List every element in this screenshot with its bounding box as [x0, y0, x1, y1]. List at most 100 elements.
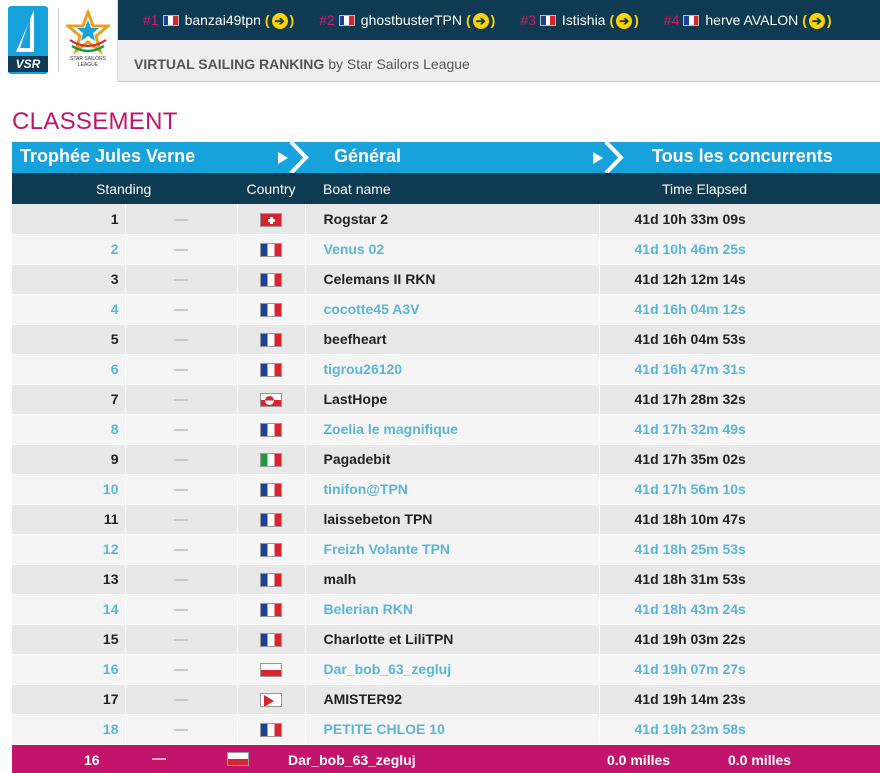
logo-divider [58, 8, 59, 72]
column-header-country[interactable]: Country [237, 173, 305, 204]
column-header-boat[interactable]: Boat name [305, 173, 599, 204]
boat-name-cell[interactable]: Freizh Volante TPN [305, 534, 600, 565]
time-elapsed-cell: 41d 18h 31m 53s [599, 564, 880, 595]
rank-cell: 6 [12, 354, 126, 385]
table-row[interactable]: 16 Dar_bob_63_zegluj 41d 19h 07m 27s [12, 654, 880, 685]
table-row[interactable]: 6 tigrou26120 41d 16h 47m 31s [12, 354, 880, 385]
country-flag-icon [162, 14, 179, 26]
breadcrumb-category-label: Général [334, 146, 402, 166]
arrow-button[interactable]: (➔) [802, 11, 832, 29]
trend-icon [174, 279, 188, 282]
table-row[interactable]: 2 Venus 02 41d 10h 46m 25s [12, 234, 880, 265]
boat-name-cell[interactable]: tigrou26120 [305, 354, 600, 385]
top-ranking-name[interactable]: ghostbusterTPN [360, 12, 462, 28]
my-boat-name[interactable]: Dar_bob_63_zegluj [288, 752, 416, 768]
boat-name-cell[interactable]: PETITE CHLOE 10 [305, 714, 600, 745]
trend-icon [174, 639, 188, 642]
table-row[interactable]: 8 Zoelia le magnifique 41d 17h 32m 49s [12, 414, 880, 445]
top-ranking-entry[interactable]: #4 herve AVALON(➔) [639, 12, 832, 29]
boat-name-cell[interactable]: LastHope [305, 384, 600, 415]
country-cell [237, 324, 306, 355]
boat-name-cell[interactable]: AMISTER92 [305, 684, 600, 715]
top-ranking-entry[interactable]: #2 ghostbusterTPN(➔) [294, 12, 495, 29]
table-row[interactable]: 4 cocotte45 A3V 41d 16h 04m 12s [12, 294, 880, 325]
boat-name-cell[interactable]: tinifon@TPN [305, 474, 600, 505]
table-row[interactable]: 11 laissebeton TPN 41d 18h 10m 47s [12, 504, 880, 535]
top-ranking-name[interactable]: Istishia [561, 12, 606, 28]
my-boat-distance-2: 0.0 milles [728, 752, 792, 768]
country-flag-icon [683, 14, 700, 26]
boat-name-cell[interactable]: Belerian RKN [305, 594, 600, 625]
country-flag-icon [260, 603, 282, 618]
boat-name-cell[interactable]: beefheart [305, 324, 600, 355]
arrow-button[interactable]: (➔) [465, 11, 496, 29]
trend-cell [125, 624, 238, 655]
trend-cell [125, 414, 238, 445]
boat-name-cell[interactable]: Pagadebit [305, 444, 600, 475]
country-cell [237, 714, 306, 745]
country-flag-icon [260, 333, 282, 348]
play-icon[interactable] [278, 152, 288, 164]
country-flag-icon [260, 453, 282, 468]
table-row[interactable]: 17 AMISTER92 41d 19h 14m 23s [12, 684, 880, 715]
table-row[interactable]: 7 LastHope 41d 17h 28m 32s [12, 384, 880, 415]
boat-name-cell[interactable]: Venus 02 [305, 234, 600, 265]
trend-cell [125, 324, 238, 355]
time-elapsed-cell: 41d 12h 12m 14s [599, 264, 880, 295]
column-header-standing[interactable]: Standing [12, 173, 237, 204]
breadcrumb-filter[interactable]: Tous les concurrents [617, 142, 880, 173]
arrow-button[interactable]: (➔) [609, 11, 639, 29]
table-row[interactable]: 18 PETITE CHLOE 10 41d 19h 23m 58s [12, 714, 880, 745]
ranking-body: 1 Rogstar 2 41d 10h 33m 09s 2 Venus 02 41d 10… [12, 204, 880, 745]
rank-cell: 5 [12, 324, 126, 355]
rank-cell: 2 [12, 234, 126, 265]
top-ranking-entry[interactable]: #3 Istishia(➔) [495, 12, 639, 29]
top-ranking-name[interactable]: banzai49tpn [184, 12, 261, 28]
table-row[interactable]: 3 Celemans II RKN 41d 12h 12m 14s [12, 264, 880, 295]
table-row[interactable]: 15 Charlotte et LiliTPN 41d 19h 03m 22s [12, 624, 880, 655]
boat-name-cell[interactable]: Zoelia le magnifique [305, 414, 600, 445]
boat-name-cell[interactable]: cocotte45 A3V [305, 294, 600, 325]
play-icon[interactable] [593, 152, 603, 164]
table-row[interactable]: 12 Freizh Volante TPN 41d 18h 25m 53s [12, 534, 880, 565]
breadcrumb-race[interactable]: Trophée Jules Verne [12, 142, 309, 173]
table-row[interactable]: 1 Rogstar 2 41d 10h 33m 09s [12, 204, 880, 235]
trend-icon [174, 729, 188, 732]
trend-icon [174, 369, 188, 372]
trend-icon [152, 758, 166, 760]
boat-name-cell[interactable]: Celemans II RKN [305, 264, 600, 295]
boat-name-cell[interactable]: Dar_bob_63_zegluj [305, 654, 600, 685]
table-row[interactable]: 10 tinifon@TPN 41d 17h 56m 10s [12, 474, 880, 505]
country-cell [237, 294, 306, 325]
breadcrumb-category[interactable]: Général [302, 142, 624, 173]
country-flag-icon [260, 243, 282, 258]
time-elapsed-cell: 41d 19h 14m 23s [599, 684, 880, 715]
table-row[interactable]: 5 beefheart 41d 16h 04m 53s [12, 324, 880, 355]
trend-cell [125, 474, 238, 505]
time-elapsed-cell: 41d 16h 04m 53s [599, 324, 880, 355]
time-elapsed-cell: 41d 10h 33m 09s [599, 204, 880, 235]
my-boat-row[interactable]: 16 Dar_bob_63_zegluj 0.0 milles 0.0 mill… [12, 745, 880, 773]
boat-name-cell[interactable]: laissebeton TPN [305, 504, 600, 535]
table-row[interactable]: 14 Belerian RKN 41d 18h 43m 24s [12, 594, 880, 625]
rank-cell: 15 [12, 624, 126, 655]
top-ranking-name[interactable]: herve AVALON [705, 12, 799, 28]
breadcrumb: Trophée Jules Verne Général Tous les con… [12, 142, 880, 173]
trend-icon [174, 489, 188, 492]
chevron-right-icon [289, 142, 309, 173]
table-row[interactable]: 9 Pagadebit 41d 17h 35m 02s [12, 444, 880, 475]
time-elapsed-cell: 41d 17h 35m 02s [599, 444, 880, 475]
column-header-time[interactable]: Time Elapsed [599, 173, 880, 204]
trend-cell [125, 594, 238, 625]
boat-name-cell[interactable]: Charlotte et LiliTPN [305, 624, 600, 655]
ssl-logo[interactable]: STAR SAILORS LEAGUE [63, 7, 113, 70]
star-icon [63, 7, 113, 55]
arrow-button[interactable]: (➔) [264, 11, 295, 29]
vsr-logo[interactable]: VSR [8, 6, 48, 74]
arrow-right-icon: ➔ [271, 12, 288, 29]
boat-name-cell[interactable]: Rogstar 2 [305, 204, 600, 235]
rank-cell: 11 [12, 504, 126, 535]
boat-name-cell[interactable]: malh [305, 564, 600, 595]
table-row[interactable]: 13 malh 41d 18h 31m 53s [12, 564, 880, 595]
top-ranking-entry[interactable]: #1 banzai49tpn(➔) [118, 12, 294, 29]
